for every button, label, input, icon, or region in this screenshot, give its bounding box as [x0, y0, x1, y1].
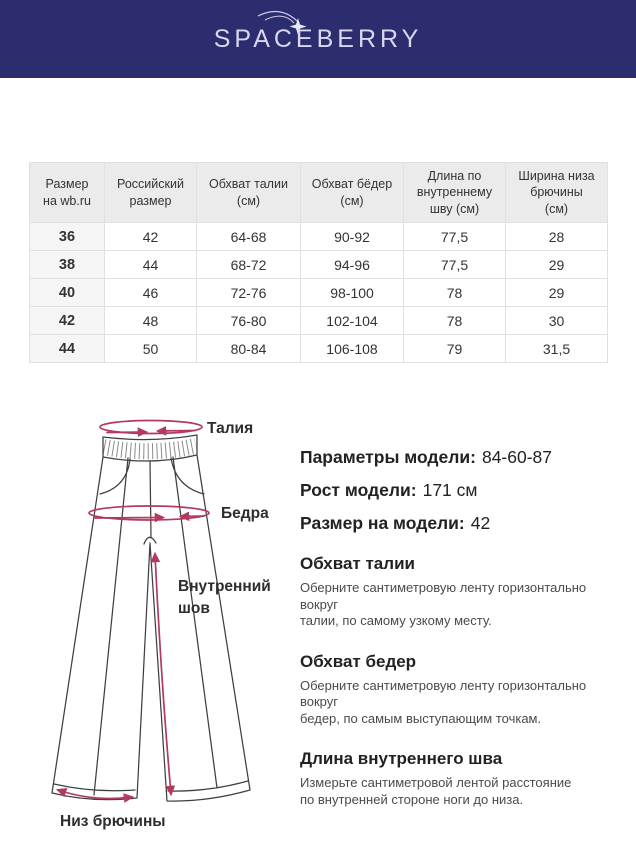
table-cell: 44 — [29, 334, 105, 363]
hem-arrow — [55, 788, 135, 803]
table-cell: 77,5 — [403, 222, 506, 251]
table-header-cell: Обхват талии (см) — [196, 162, 301, 223]
hips-measure-ellipse — [88, 505, 210, 523]
guide-section-text: талии, по самому узкому месту. — [300, 613, 492, 628]
table-cell: 90-92 — [300, 222, 404, 251]
table-row: 36 42 64-68 90-92 77,5 28 — [29, 222, 608, 251]
measuring-guide: Обхват талии Оберните сантиметровую лент… — [300, 554, 625, 808]
guide-section-text: по внутренней стороне ноги до низа. — [300, 791, 524, 807]
table-cell: 30 — [505, 306, 608, 335]
guide-section-title: Длина внутреннего шва — [300, 749, 503, 768]
model-size-line: Размер на модели: 42 — [300, 513, 491, 533]
table-cell: 94-96 — [300, 250, 404, 279]
table-row: 40 46 72-76 98-100 78 29 — [29, 278, 608, 307]
table-cell: 42 — [104, 222, 197, 251]
hem-label: Низ брючины — [60, 813, 166, 830]
table-cell: 78 — [403, 278, 506, 307]
table-header-cell: Ширина низа брючины (см) — [505, 162, 608, 223]
table-cell: 36 — [29, 222, 105, 251]
table-row: 38 44 68-72 94-96 77,5 29 — [29, 250, 608, 279]
table-header-cell: Размер на wb.ru — [29, 162, 105, 223]
inseam-label-line2: шов — [178, 600, 210, 617]
inseam-arrow — [150, 551, 176, 797]
size-table: Размер на wb.ru Российский размер Обхват… — [29, 162, 608, 363]
table-cell: 42 — [29, 306, 105, 335]
table-cell: 77,5 — [403, 250, 506, 279]
table-header-cell: Обхват бёдер (см) — [300, 162, 404, 223]
table-cell: 44 — [104, 250, 197, 279]
table-cell: 46 — [104, 278, 197, 307]
table-cell: 79 — [403, 334, 506, 363]
table-cell: 38 — [29, 250, 105, 279]
size-table-head: Размер на wb.ru Российский размер Обхват… — [29, 162, 608, 223]
table-cell: 78 — [403, 306, 506, 335]
guide-section-text: Измерьте сантиметровой лентой расстояние — [300, 775, 572, 790]
guide-section-title: Обхват бедер — [300, 651, 417, 671]
guide-section-text: Оберните сантиметровую ленту горизонталь… — [300, 677, 587, 710]
model-info-block: Параметры модели: 84-60-87 Рост модели: 17… — [300, 441, 625, 540]
brand-header: SPACEBERRY — [0, 0, 636, 78]
measurement-info-column: Параметры модели: 84-60-87 Рост модели: 17… — [300, 441, 625, 808]
inseam-label-line1: Внутренний — [178, 578, 271, 595]
guide-section-inseam: Длина внутреннего шва Измерьте сантиметр… — [300, 749, 625, 808]
hips-label: Бедра — [221, 505, 269, 522]
waistband-drawing — [102, 434, 198, 462]
brand-logo: SPACEBERRY — [213, 25, 423, 53]
table-cell: 29 — [505, 278, 608, 307]
table-cell: 50 — [104, 334, 197, 363]
table-cell: 40 — [29, 278, 105, 307]
table-cell: 72-76 — [196, 278, 301, 307]
table-row: 42 48 76-80 102-104 78 30 — [29, 306, 608, 335]
guide-section-title: Обхват талии — [300, 554, 415, 573]
table-header-cell: Российский размер — [104, 162, 197, 223]
guide-section-waist: Обхват талии Оберните сантиметровую лент… — [300, 554, 625, 630]
table-cell: 98-100 — [300, 278, 404, 307]
guide-section-hips: Обхват бедер Оберните сантиметровую лент… — [300, 652, 625, 728]
table-header-cell: Длина по внутреннему шву (см) — [403, 162, 506, 223]
guide-section-text: бедер, по самым выступающим точкам. — [300, 710, 542, 726]
pants-measurement-diagram: Талия Бедра Внутренний шов Низ брючины — [51, 419, 271, 830]
table-cell: 28 — [505, 222, 608, 251]
table-cell: 64-68 — [196, 222, 301, 251]
table-row: 44 50 80-84 106-108 79 31,5 — [29, 334, 608, 363]
table-cell: 31,5 — [505, 334, 608, 363]
size-table-body: 36 42 64-68 90-92 77,5 28 38 44 68-72 94… — [29, 222, 608, 363]
waist-label: Талия — [207, 420, 253, 437]
waist-measure-ellipse — [99, 419, 203, 437]
guide-section-text: Оберните сантиметровую ленту горизонталь… — [300, 580, 587, 612]
table-cell: 29 — [505, 250, 608, 279]
table-cell: 80-84 — [196, 334, 301, 363]
table-header-row: Размер на wb.ru Российский размер Обхват… — [29, 162, 608, 223]
table-cell: 68-72 — [196, 250, 301, 279]
model-parameters-line: Параметры модели: 84-60-87 — [300, 447, 553, 467]
shooting-star-icon — [257, 10, 307, 35]
table-cell: 106-108 — [300, 334, 404, 363]
table-cell: 76-80 — [196, 306, 301, 335]
table-cell: 102-104 — [300, 306, 404, 335]
table-cell: 48 — [104, 306, 197, 335]
model-height-line: Рост модели: 171 см — [300, 480, 478, 500]
